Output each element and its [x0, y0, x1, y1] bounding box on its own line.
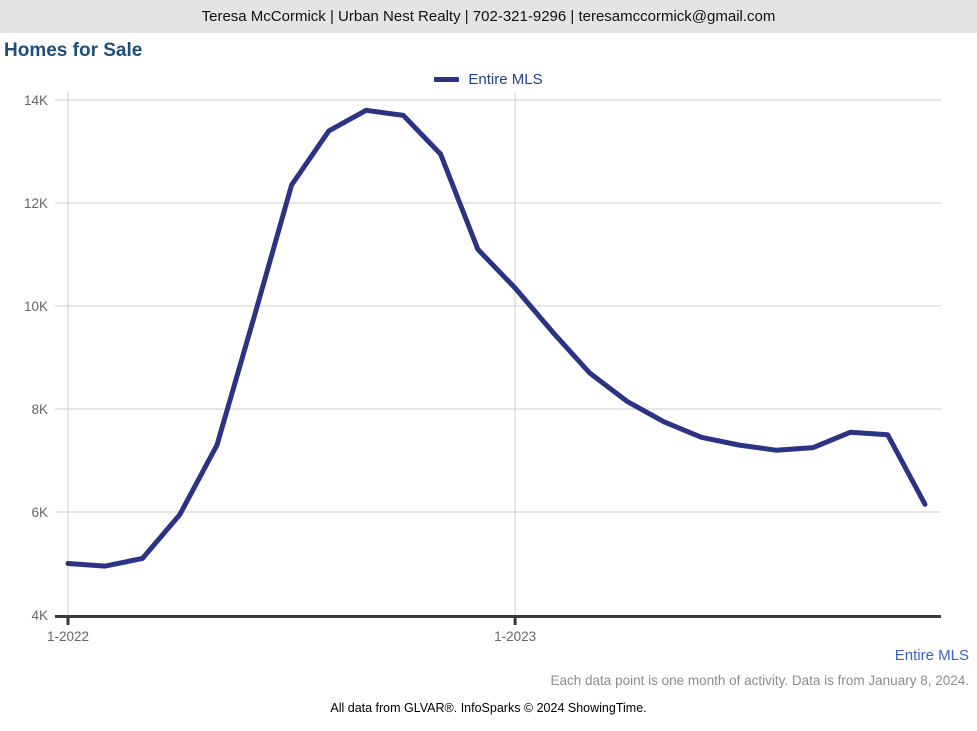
y-tick-label: 10K [24, 299, 48, 314]
chart-legend: Entire MLS [0, 71, 977, 88]
y-tick-label: 12K [24, 196, 48, 211]
x-tick-label: 1-2022 [47, 629, 89, 644]
x-tick-label: 1-2023 [494, 629, 536, 644]
y-tick-label: 8K [31, 402, 48, 417]
agent-contact-bar: Teresa McCormick | Urban Nest Realty | 7… [0, 0, 977, 33]
page-title: Homes for Sale [4, 40, 143, 61]
y-tick-label: 6K [31, 505, 48, 520]
y-tick-label: 14K [24, 93, 48, 108]
attribution: All data from GLVAR®. InfoSparks © 2024 … [330, 701, 647, 715]
y-tick-label: 4K [31, 608, 48, 623]
entire-mls-link[interactable]: Entire MLS [894, 647, 969, 664]
series-line-entire-mls [65, 107, 928, 569]
legend-label: Entire MLS [468, 71, 543, 88]
data-note: Each data point is one month of activity… [550, 673, 969, 688]
legend-line-marker [434, 77, 460, 82]
agent-contact-text: Teresa McCormick | Urban Nest Realty | 7… [201, 8, 776, 25]
